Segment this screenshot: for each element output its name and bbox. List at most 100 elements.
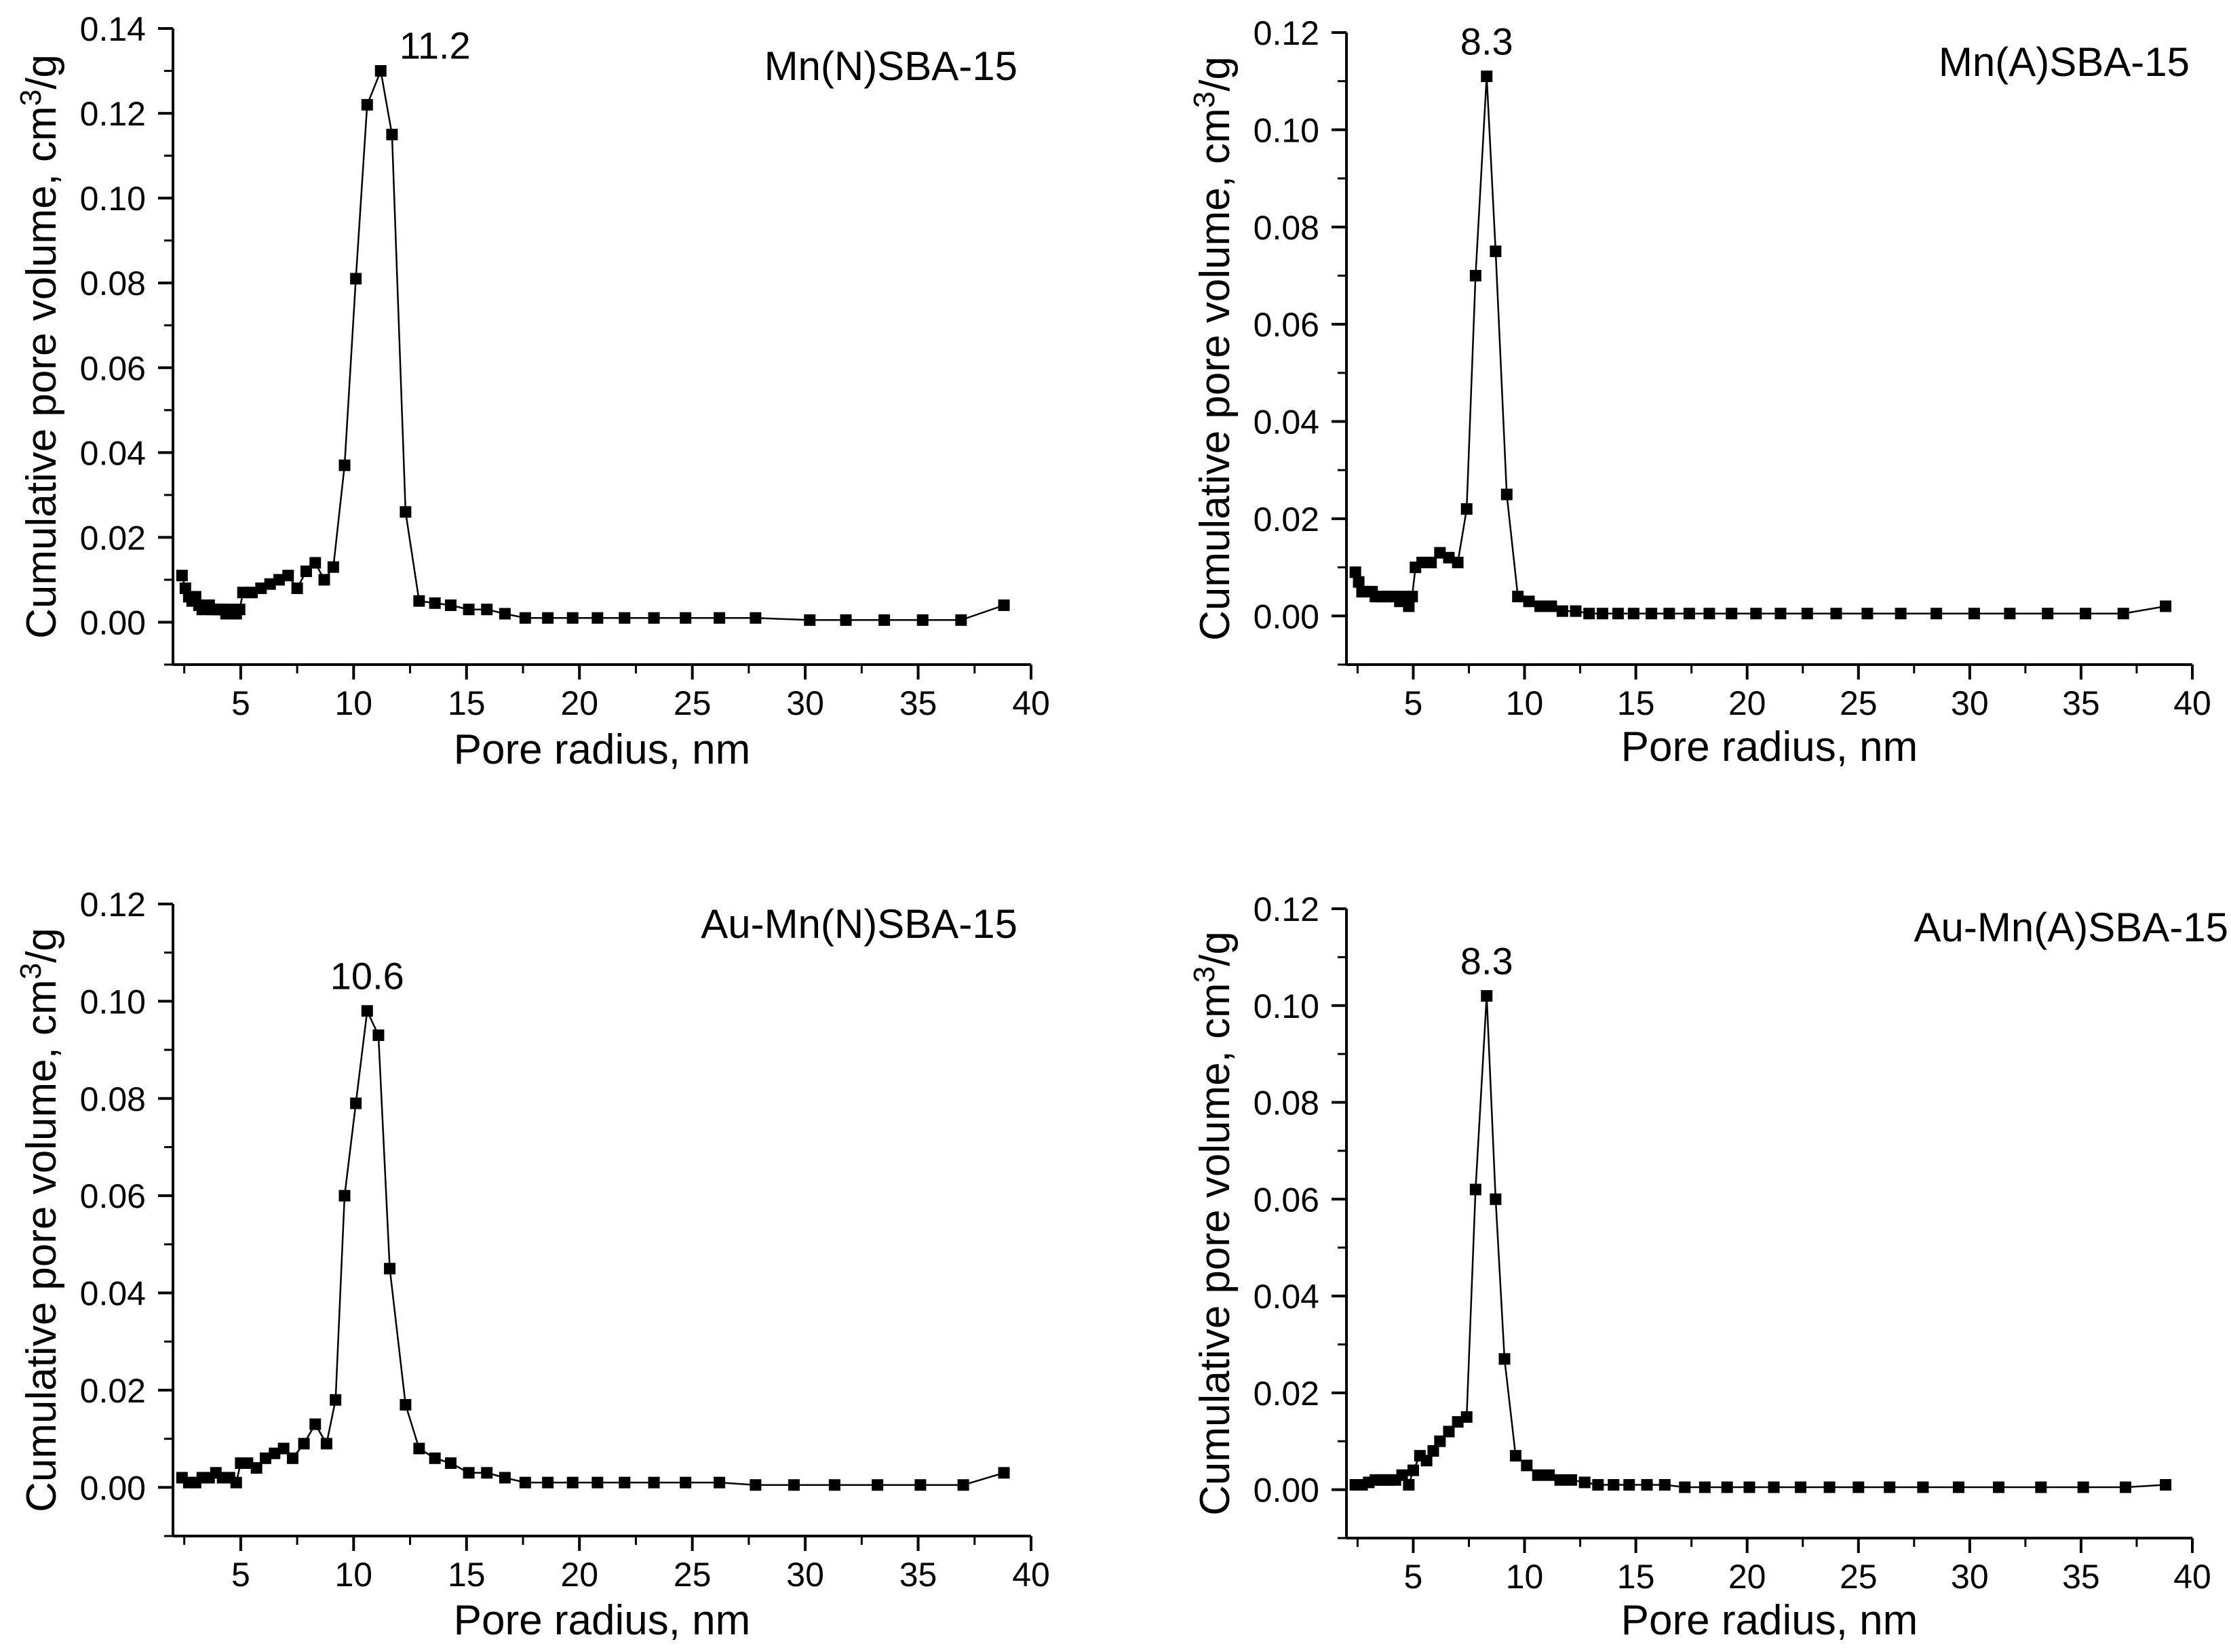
data-point <box>481 604 493 616</box>
data-point <box>1512 591 1524 603</box>
data-point <box>1498 1353 1511 1365</box>
x-tick-label: 10 <box>335 684 373 722</box>
data-point <box>1884 1481 1896 1493</box>
data-point <box>2160 600 2172 612</box>
data-point <box>1968 608 1980 620</box>
x-tick-label: 20 <box>1728 684 1766 722</box>
data-point <box>1917 1481 1929 1493</box>
data-point <box>2120 1481 2132 1493</box>
data-point <box>1663 608 1675 620</box>
data-point <box>1523 595 1535 608</box>
data-point <box>1509 1450 1521 1462</box>
data-point <box>1452 556 1464 568</box>
data-point <box>1396 1469 1408 1481</box>
data-point <box>878 614 891 626</box>
data-point <box>361 99 373 111</box>
data-point <box>400 506 412 518</box>
data-point <box>330 1394 342 1406</box>
data-point <box>1565 1474 1577 1486</box>
x-tick-label: 40 <box>2173 1558 2211 1596</box>
y-tick-label: 0.00 <box>1254 1472 1319 1510</box>
data-point <box>273 574 285 586</box>
x-tick-label: 35 <box>899 1556 937 1594</box>
x-tick-label: 5 <box>1404 1558 1423 1596</box>
data-point <box>1683 608 1695 620</box>
x-tick-label: 25 <box>674 684 712 722</box>
y-tick-label: 0.06 <box>80 349 146 387</box>
data-point <box>361 1005 373 1017</box>
data-point <box>1353 576 1365 588</box>
data-point <box>255 582 267 594</box>
x-tick-label: 30 <box>1951 684 1989 722</box>
y-tick-label: 0.04 <box>1254 1278 1319 1316</box>
peak-label: 8.3 <box>1460 939 1513 982</box>
x-tick-label: 40 <box>1012 1556 1050 1594</box>
data-point <box>259 1452 271 1464</box>
data-point <box>519 612 531 624</box>
data-point <box>680 612 692 624</box>
y-tick-label: 0.08 <box>80 1080 146 1118</box>
data-point <box>648 612 660 624</box>
data-point <box>1521 1459 1533 1472</box>
data-point <box>1823 1481 1836 1493</box>
data-point <box>1469 1183 1481 1196</box>
x-tick-label: 10 <box>335 1556 373 1594</box>
data-point <box>1403 1478 1415 1491</box>
data-point <box>277 1442 290 1455</box>
data-point <box>264 578 276 590</box>
data-point <box>2077 1481 2089 1493</box>
y-tick-label: 0.06 <box>1254 306 1319 344</box>
data-point <box>566 612 579 624</box>
data-point <box>318 574 330 586</box>
data-point <box>2160 1478 2172 1491</box>
data-point <box>444 1457 457 1469</box>
data-point <box>291 582 303 594</box>
data-point <box>1500 488 1513 500</box>
data-point <box>1427 1445 1439 1457</box>
data-point <box>374 65 387 77</box>
data-point <box>250 1462 263 1474</box>
chart-panel-mn-a-sba15: Mn(A)SBA-15 Cumulative pore volume, cm3/… <box>1188 14 2211 770</box>
data-point <box>1452 1416 1464 1428</box>
data-point <box>916 614 929 626</box>
chart-panel-au-mn-a-sba15: Au-Mn(A)SBA-15 Cumulative pore volume, c… <box>1188 890 2228 1644</box>
y-tick-label: 0.00 <box>80 1469 146 1507</box>
data-point <box>338 459 351 471</box>
data-point <box>1861 608 1874 620</box>
data-point <box>320 1438 332 1450</box>
data-point <box>1952 1481 1964 1493</box>
data-point <box>1583 608 1595 620</box>
x-tick-label: 40 <box>2173 684 2211 722</box>
data-point <box>481 1467 493 1479</box>
data-point <box>1425 556 1437 568</box>
y-tick-label: 0.00 <box>1254 597 1319 635</box>
data-point <box>1481 71 1493 83</box>
x-tick-label: 30 <box>1951 1558 1989 1596</box>
data-point <box>350 273 362 285</box>
y-tick-label: 0.08 <box>1254 209 1319 247</box>
data-point <box>1641 1478 1653 1491</box>
data-point <box>1768 1481 1780 1493</box>
data-point <box>2035 1481 2047 1493</box>
data-point <box>1469 269 1481 281</box>
data-point <box>1460 1411 1473 1423</box>
x-tick-label: 15 <box>448 1556 486 1594</box>
y-tick-label: 0.04 <box>1254 404 1319 441</box>
data-point <box>1993 1481 2005 1493</box>
data-point <box>1895 608 1907 620</box>
peak-label: 10.6 <box>330 955 404 998</box>
data-point <box>1578 1476 1591 1489</box>
data-point <box>714 612 726 624</box>
y-axis-title: Cumulative pore volume, cm3/g <box>1188 56 1239 641</box>
data-point <box>429 597 441 609</box>
x-tick-label: 5 <box>231 1556 250 1594</box>
x-axis-title: Pore radius, nm <box>1621 724 1918 770</box>
data-point <box>1852 1481 1865 1493</box>
data-point <box>1532 1469 1544 1481</box>
data-point <box>2079 608 2091 620</box>
data-point <box>1416 556 1429 568</box>
data-point <box>914 1479 927 1491</box>
y-tick-label: 0.02 <box>1254 1375 1319 1413</box>
sample-label: Mn(A)SBA-15 <box>1939 39 2190 85</box>
